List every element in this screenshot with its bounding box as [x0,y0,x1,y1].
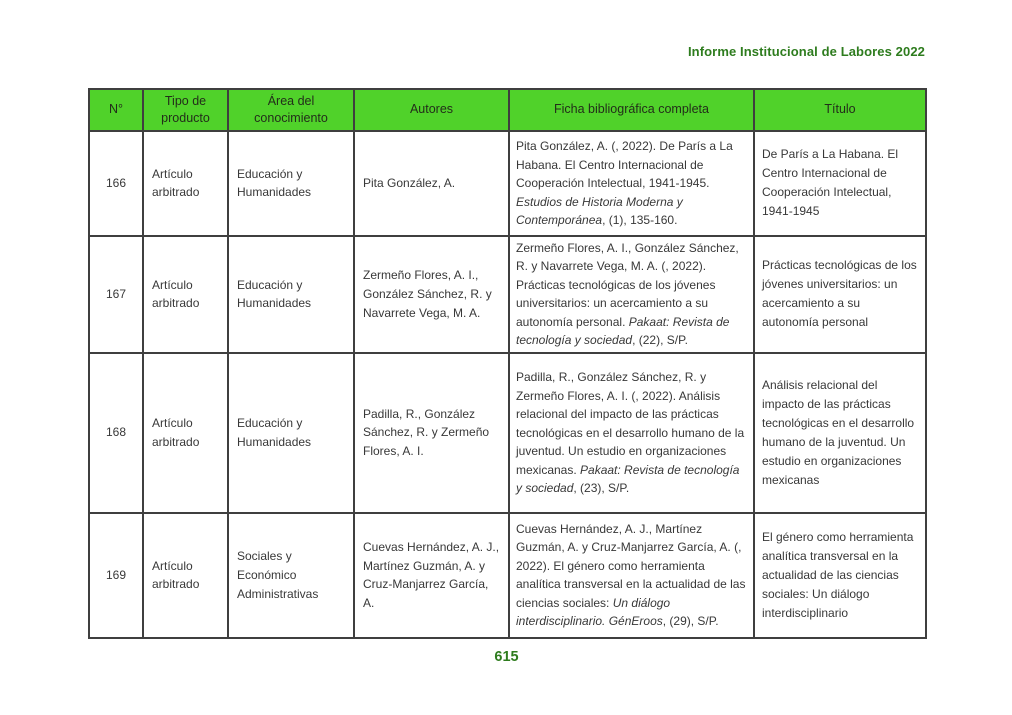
cell-area: Educación y Humanidades [227,351,355,514]
table-header-row: N° Tipo de producto Área del conocimient… [88,88,927,132]
page-number: 615 [494,649,519,665]
cell-num: 166 [88,129,144,237]
publications-table: N° Tipo de producto Área del conocimient… [88,88,927,639]
table-row: 167 Artículo arbitrado Educación y Human… [88,234,927,354]
cell-autores: Padilla, R., González Sánchez, R. y Zerm… [353,351,510,514]
cell-tipo: Artículo arbitrado [142,511,229,639]
cell-titulo: Análisis relacional del impacto de las p… [753,351,927,514]
column-header-autores: Autores [353,88,510,132]
column-header-titulo: Título [753,88,927,132]
cell-titulo: El género como herramienta analítica tra… [753,511,927,639]
report-title: Informe Institucional de Labores 2022 [687,44,925,59]
cell-autores: Pita González, A. [353,129,510,237]
cell-autores: Zermeño Flores, A. I., González Sánchez,… [353,234,510,354]
column-header-num: N° [88,88,144,132]
cell-ficha: Padilla, R., González Sánchez, R. y Zerm… [508,351,755,514]
column-header-area: Área del conocimiento [227,88,355,132]
table-row: 168 Artículo arbitrado Educación y Human… [88,351,927,514]
cell-num: 167 [88,234,144,354]
cell-autores: Cuevas Hernández, A. J., Martínez Guzmán… [353,511,510,639]
cell-num: 168 [88,351,144,514]
column-header-tipo: Tipo de producto [142,88,229,132]
column-header-ficha: Ficha bibliográfica completa [508,88,755,132]
cell-area: Sociales y Económico Administrativas [227,511,355,639]
cell-area: Educación y Humanidades [227,129,355,237]
table-row: 169 Artículo arbitrado Sociales y Económ… [88,511,927,639]
cell-tipo: Artículo arbitrado [142,234,229,354]
cell-titulo: Prácticas tecnológicas de los jóvenes un… [753,234,927,354]
cell-ficha: Pita González, A. (, 2022). De París a L… [508,129,755,237]
cell-ficha: Cuevas Hernández, A. J., Martínez Guzmán… [508,511,755,639]
cell-ficha: Zermeño Flores, A. I., González Sánchez,… [508,234,755,354]
cell-tipo: Artículo arbitrado [142,351,229,514]
cell-num: 169 [88,511,144,639]
cell-tipo: Artículo arbitrado [142,129,229,237]
cell-titulo: De París a La Habana. El Centro Internac… [753,129,927,237]
table-row: 166 Artículo arbitrado Educación y Human… [88,129,927,237]
cell-area: Educación y Humanidades [227,234,355,354]
